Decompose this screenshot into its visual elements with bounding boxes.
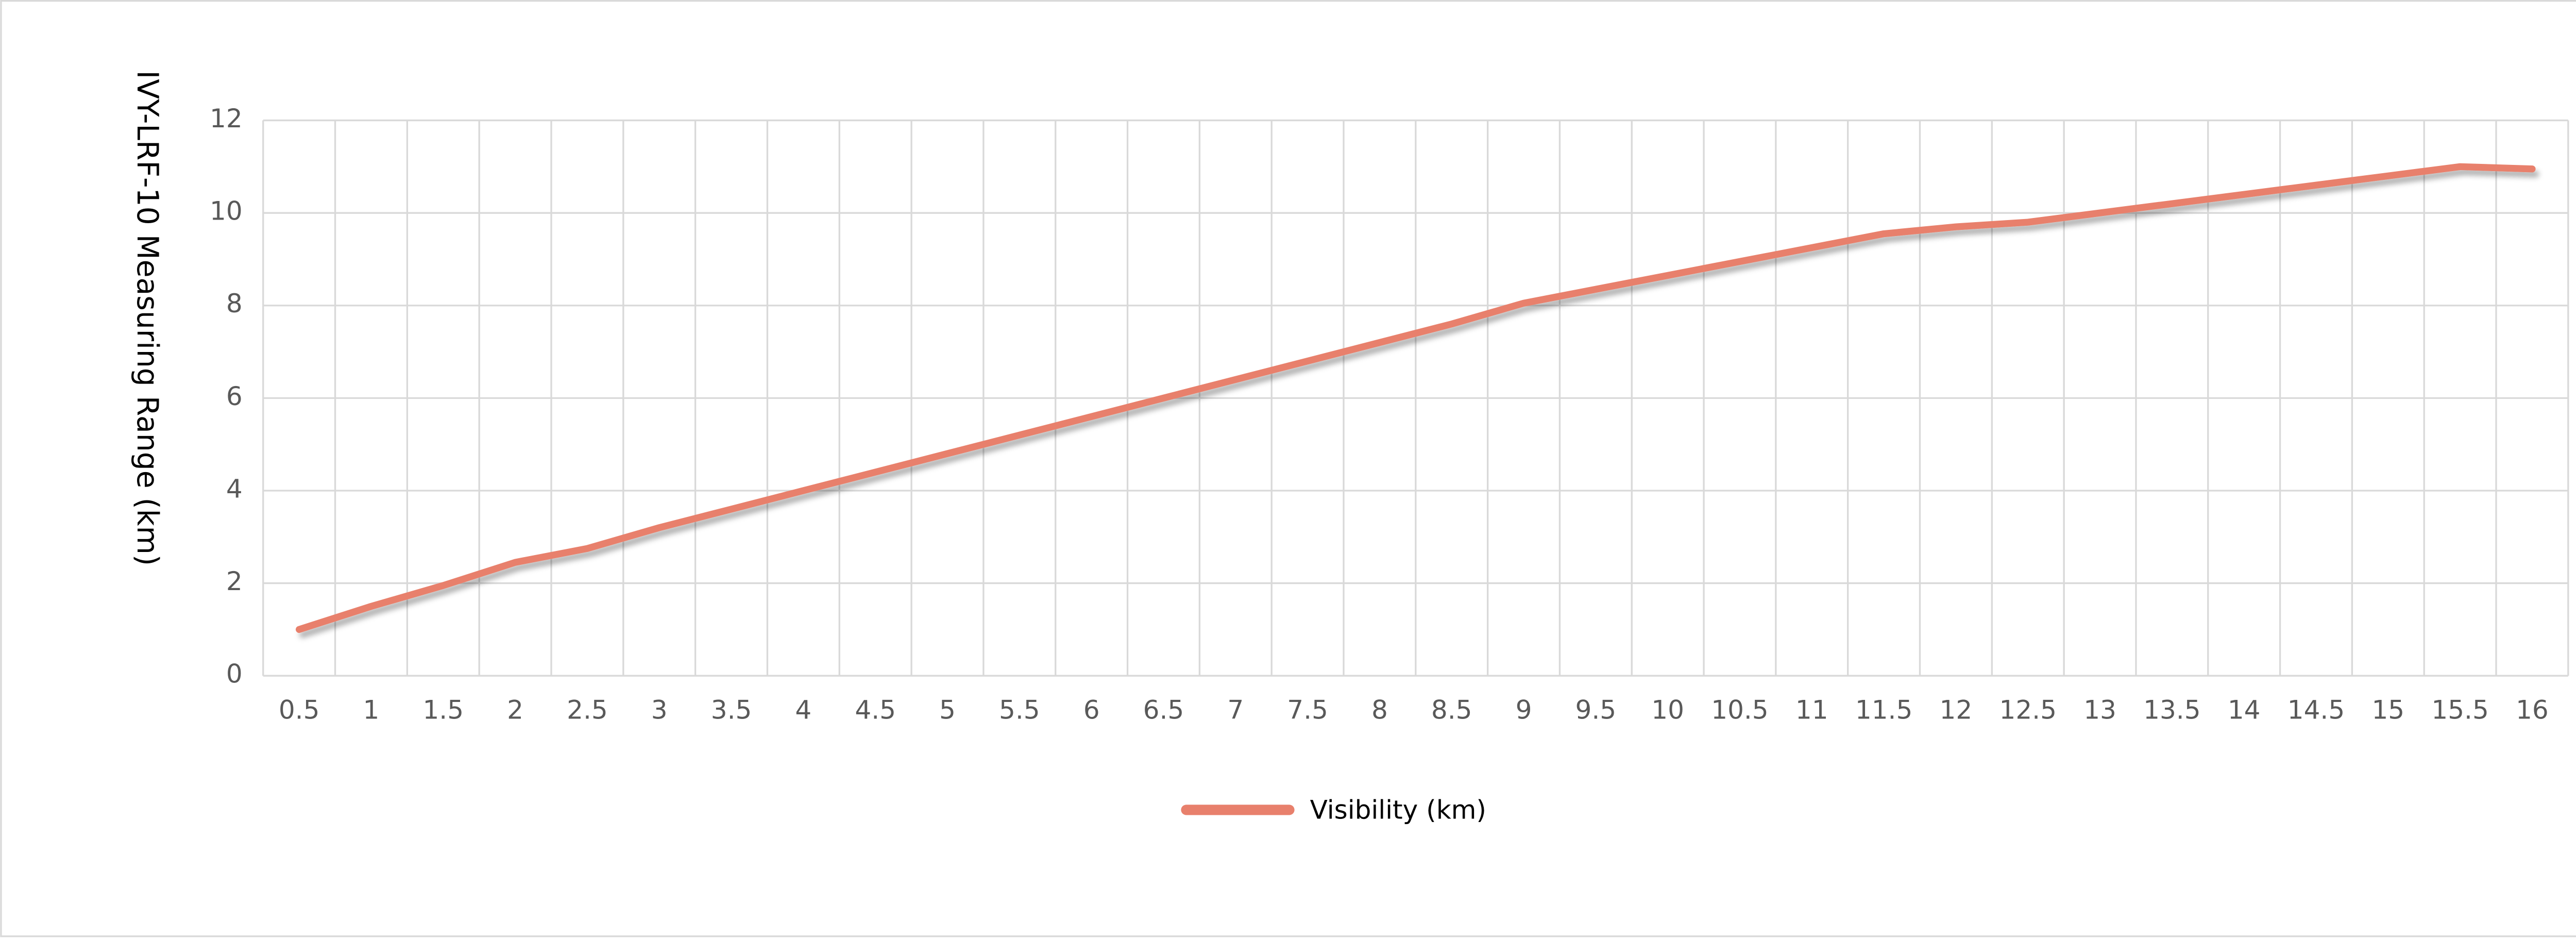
x-tick-label: 13	[2083, 695, 2116, 725]
x-tick-label: 8	[1371, 695, 1388, 725]
x-tick-label: 4	[795, 695, 811, 725]
x-tick-label: 10	[1651, 695, 1684, 725]
x-tick-label: 2	[507, 695, 523, 725]
legend-label: Visibility (km)	[1310, 795, 1486, 825]
y-tick-label: 0	[226, 659, 243, 689]
x-tick-label: 1.5	[422, 695, 464, 725]
y-axis-title: IVY-LRF-10 Measuring Range (km)	[129, 70, 164, 566]
x-tick-label: 6.5	[1143, 695, 1184, 725]
x-tick-label: 4.5	[855, 695, 896, 725]
x-tick-label: 12.5	[1999, 695, 2057, 725]
x-tick-label: 9.5	[1575, 695, 1617, 725]
y-tick-label: 12	[210, 104, 243, 133]
x-tick-label: 0.5	[279, 695, 320, 725]
x-tick-label: 1	[363, 695, 380, 725]
x-tick-label: 11.5	[1855, 695, 1912, 725]
x-tick-label: 3	[651, 695, 668, 725]
y-tick-label: 10	[210, 196, 243, 226]
y-axis-title-box: IVY-LRF-10 Measuring Range (km)	[129, 70, 164, 566]
x-tick-label: 9	[1516, 695, 1532, 725]
x-tick-label: 15.5	[2431, 695, 2488, 725]
y-tick-label: 4	[226, 474, 243, 504]
x-tick-label: 14	[2228, 695, 2261, 725]
y-tick-label: 6	[226, 381, 243, 411]
x-tick-label: 7.5	[1287, 695, 1328, 725]
x-tick-label: 6	[1083, 695, 1100, 725]
data-line	[295, 163, 2536, 633]
x-tick-label: 13.5	[2143, 695, 2200, 725]
y-tick-label: 2	[226, 566, 243, 596]
x-tick-label: 2.5	[567, 695, 608, 725]
x-tick-label: 3.5	[711, 695, 752, 725]
x-tick-label: 5.5	[999, 695, 1040, 725]
x-tick-label: 12	[1940, 695, 1973, 725]
x-tick-label: 8.5	[1431, 695, 1472, 725]
x-tick-label: 11	[1795, 695, 1828, 725]
x-tick-label: 7	[1227, 695, 1244, 725]
x-tick-label: 15	[2371, 695, 2404, 725]
x-tick-label: 10.5	[1711, 695, 1768, 725]
x-tick-label: 14.5	[2287, 695, 2345, 725]
y-tick-label: 8	[226, 289, 243, 319]
x-tick-label: 16	[2516, 695, 2549, 725]
x-tick-label: 5	[939, 695, 956, 725]
